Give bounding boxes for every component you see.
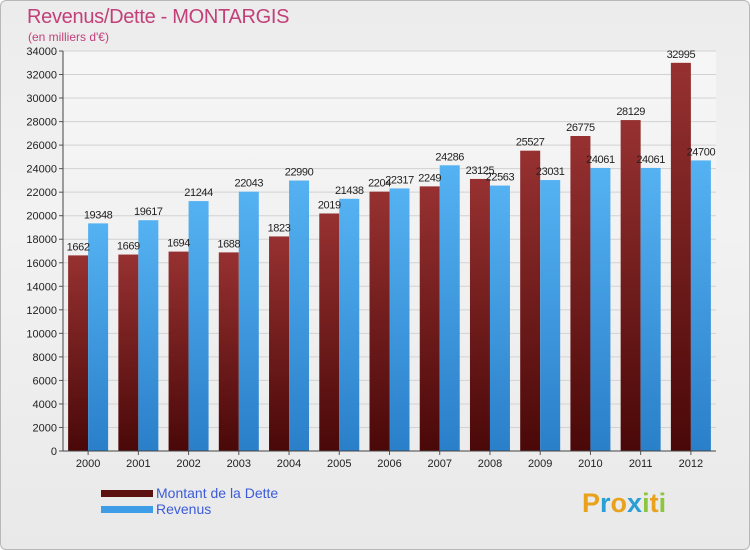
bar-revenus bbox=[138, 220, 159, 451]
chart-subtitle: (en milliers d'€) bbox=[28, 30, 109, 44]
proxiti-logo: Proxiti bbox=[582, 488, 666, 519]
bar-revenus bbox=[540, 180, 561, 451]
bar-dette bbox=[118, 254, 139, 451]
data-label-revenus: 19617 bbox=[134, 206, 163, 218]
x-tick-label: 2004 bbox=[277, 458, 301, 470]
data-label-dette: 28129 bbox=[616, 106, 645, 118]
bar-revenus bbox=[640, 167, 661, 451]
x-tick-label: 2006 bbox=[377, 458, 401, 470]
chart-title: Revenus/Dette - MONTARGIS bbox=[27, 6, 290, 28]
data-label-revenus: 22563 bbox=[486, 172, 515, 184]
y-tick-label: 2000 bbox=[33, 422, 57, 434]
bar-dette bbox=[68, 255, 89, 451]
x-tick-label: 2012 bbox=[679, 458, 703, 470]
data-label-revenus: 23031 bbox=[536, 166, 565, 178]
data-label-dette: 1694 bbox=[167, 238, 190, 250]
x-tick-label: 2010 bbox=[578, 458, 602, 470]
bar-revenus bbox=[339, 198, 360, 451]
y-tick-label: 10000 bbox=[26, 328, 57, 340]
x-tick-label: 2008 bbox=[478, 458, 502, 470]
bar-dette bbox=[269, 236, 290, 451]
y-tick-label: 6000 bbox=[33, 375, 57, 387]
data-label-revenus: 21244 bbox=[184, 187, 213, 199]
bar-revenus bbox=[489, 185, 510, 451]
y-tick-label: 28000 bbox=[26, 117, 57, 129]
y-tick-label: 32000 bbox=[26, 70, 57, 82]
x-tick-label: 2003 bbox=[227, 458, 251, 470]
data-label-dette: 2249 bbox=[418, 172, 441, 184]
bar-revenus bbox=[439, 165, 460, 451]
bar-revenus bbox=[188, 201, 209, 451]
y-tick-label: 18000 bbox=[26, 234, 57, 246]
logo-letter: r bbox=[600, 488, 611, 518]
y-tick-label: 24000 bbox=[26, 164, 57, 176]
data-label-revenus: 24286 bbox=[435, 151, 464, 163]
logo-letter: t bbox=[649, 488, 659, 518]
y-tick-label: 14000 bbox=[26, 281, 57, 293]
data-label-dette: 1669 bbox=[117, 241, 140, 253]
bar-revenus bbox=[238, 191, 259, 451]
bar-dette bbox=[218, 252, 239, 451]
y-tick-label: 20000 bbox=[26, 211, 57, 223]
y-tick-label: 8000 bbox=[33, 352, 57, 364]
data-label-dette: 1662 bbox=[67, 241, 90, 253]
data-label-dette: 26775 bbox=[566, 122, 595, 134]
x-tick-label: 2000 bbox=[76, 458, 100, 470]
bar-dette bbox=[670, 62, 691, 452]
bar-dette bbox=[620, 120, 641, 451]
bar-dette bbox=[319, 213, 340, 451]
x-tick-label: 2005 bbox=[327, 458, 351, 470]
logo-letter: x bbox=[627, 488, 643, 518]
y-tick-label: 22000 bbox=[26, 187, 57, 199]
logo-letter: i bbox=[658, 488, 667, 518]
logo-letter: P bbox=[582, 488, 601, 518]
y-tick-label: 26000 bbox=[26, 140, 57, 152]
logo-letter: o bbox=[610, 488, 628, 518]
data-label-dette: 25527 bbox=[516, 137, 545, 149]
data-label-dette: 2204 bbox=[368, 178, 391, 190]
y-tick-label: 0 bbox=[51, 446, 57, 458]
bar-dette bbox=[419, 186, 440, 451]
data-label-dette: 1823 bbox=[268, 222, 291, 234]
data-label-revenus: 24061 bbox=[636, 154, 665, 166]
data-label-revenus: 24061 bbox=[586, 154, 615, 166]
data-label-revenus: 19348 bbox=[84, 209, 113, 221]
bar-dette bbox=[570, 136, 591, 451]
y-tick-label: 16000 bbox=[26, 258, 57, 270]
y-tick-label: 30000 bbox=[26, 93, 57, 105]
bar-dette bbox=[469, 178, 490, 452]
legend-label-revenus: Revenus bbox=[156, 501, 212, 517]
bar-revenus bbox=[590, 167, 611, 451]
y-tick-label: 12000 bbox=[26, 305, 57, 317]
y-tick-label: 34000 bbox=[26, 46, 57, 58]
data-label-revenus: 21438 bbox=[335, 185, 364, 197]
x-tick-label: 2001 bbox=[126, 458, 150, 470]
x-tick-label: 2011 bbox=[629, 458, 653, 470]
bar-revenus bbox=[289, 180, 310, 451]
bar-dette bbox=[520, 150, 541, 451]
data-label-revenus: 22990 bbox=[285, 167, 314, 179]
legend-label-dette: Montant de la Dette bbox=[156, 485, 279, 501]
y-tick-label: 4000 bbox=[33, 399, 57, 411]
x-tick-label: 2007 bbox=[427, 458, 451, 470]
bar-revenus bbox=[690, 160, 711, 452]
data-label-revenus: 22043 bbox=[235, 178, 264, 190]
bar-revenus bbox=[88, 223, 109, 451]
data-label-dette: 23125 bbox=[466, 165, 495, 177]
data-label-revenus: 22317 bbox=[385, 174, 414, 186]
x-tick-label: 2009 bbox=[528, 458, 552, 470]
bar-dette bbox=[369, 191, 390, 451]
bar-revenus bbox=[389, 188, 410, 451]
legend-swatch-dette bbox=[101, 490, 153, 497]
bar-dette bbox=[168, 251, 189, 451]
data-label-revenus: 24700 bbox=[687, 146, 716, 158]
x-tick-label: 2002 bbox=[176, 458, 200, 470]
data-label-dette: 32995 bbox=[667, 49, 696, 61]
logo-letter: i bbox=[642, 488, 650, 518]
data-label-dette: 1688 bbox=[217, 238, 240, 250]
data-label-dette: 2019 bbox=[318, 199, 341, 211]
legend-swatch-revenus bbox=[101, 506, 153, 513]
